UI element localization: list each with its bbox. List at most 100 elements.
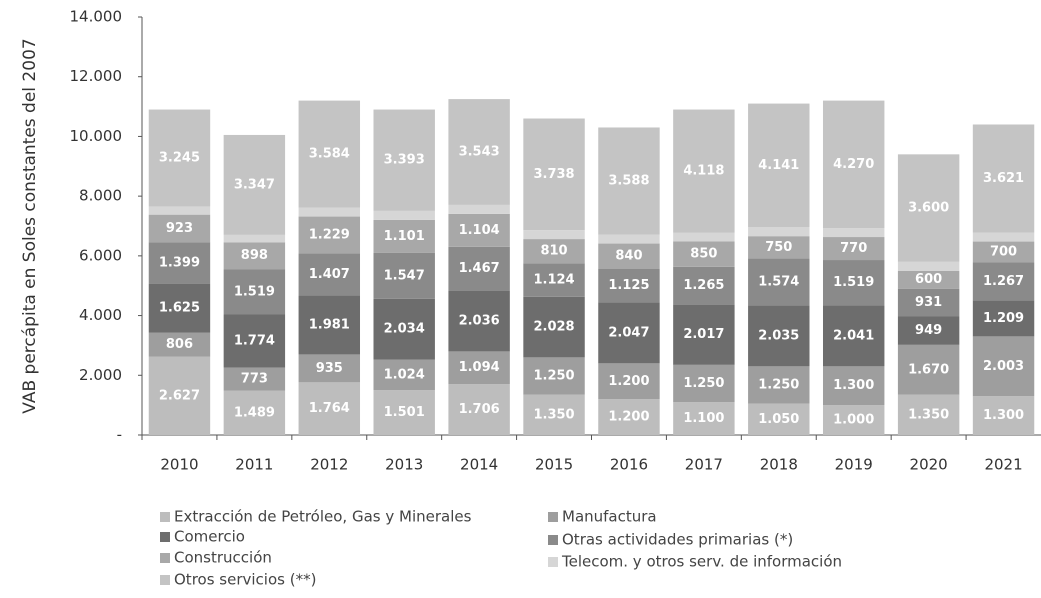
value-label: 3.738 xyxy=(533,167,574,182)
bar-segment xyxy=(298,295,361,355)
bar-segment xyxy=(972,262,1035,301)
x-tick-label: 2012 xyxy=(310,456,348,474)
value-label: 1.050 xyxy=(758,412,799,427)
legend-label: Construcción xyxy=(174,549,272,567)
legend-swatch xyxy=(160,532,170,542)
bar-segment xyxy=(148,332,211,357)
x-tick-label: 2011 xyxy=(235,456,273,474)
value-label: 600 xyxy=(915,272,942,287)
bar-segment xyxy=(148,109,211,207)
x-tick-label: 2013 xyxy=(385,456,423,474)
value-label: 1.706 xyxy=(459,402,500,417)
value-label: 770 xyxy=(840,241,867,256)
value-label: 949 xyxy=(915,323,942,338)
bar-segment xyxy=(148,356,211,435)
bar-segment xyxy=(373,390,435,435)
bar-segment xyxy=(598,268,660,303)
bar-segment xyxy=(598,399,660,435)
value-label: 1.574 xyxy=(758,275,799,290)
bar-segment xyxy=(673,304,735,365)
value-label: 3.543 xyxy=(459,144,500,159)
bar-segment xyxy=(523,239,585,264)
bar-segment xyxy=(972,241,1035,263)
value-label: 1.774 xyxy=(234,333,275,348)
value-label: 923 xyxy=(166,221,193,236)
value-label: 3.621 xyxy=(983,171,1024,186)
value-label: 3.347 xyxy=(234,177,275,192)
value-label: 1.267 xyxy=(983,274,1024,289)
bar-segment xyxy=(673,364,735,403)
x-tick-label: 2019 xyxy=(835,456,873,474)
bar-segment xyxy=(148,242,211,284)
value-label: 1.000 xyxy=(833,413,874,428)
bar-segment xyxy=(523,118,585,231)
x-tick-label: 2014 xyxy=(460,456,498,474)
bar-segment xyxy=(448,213,510,247)
bar-segment xyxy=(972,232,1035,242)
bar-segment xyxy=(598,243,660,269)
bar-segment xyxy=(523,357,585,395)
bar-segment xyxy=(298,207,361,217)
value-label: 1.350 xyxy=(533,407,574,422)
value-label: 1.094 xyxy=(459,360,500,375)
value-label: 3.393 xyxy=(384,153,425,168)
legend-swatch xyxy=(160,553,170,563)
value-label: 4.118 xyxy=(683,164,724,179)
value-label: 2.017 xyxy=(683,327,724,342)
value-label: 2.034 xyxy=(384,322,425,337)
value-label: 1.501 xyxy=(384,405,425,420)
bar-segment xyxy=(972,336,1035,397)
value-label: 1.407 xyxy=(309,267,350,282)
y-tick-label: 12.000 xyxy=(70,67,123,85)
bar-segment xyxy=(598,363,660,400)
bar-segment xyxy=(673,109,735,233)
value-label: 1.124 xyxy=(533,273,574,288)
y-tick-label: - xyxy=(117,426,122,444)
value-label: 1.250 xyxy=(758,377,799,392)
legend-label: Otras actividades primarias (*) xyxy=(562,531,793,549)
bar-segment xyxy=(148,214,211,243)
bar-segment xyxy=(448,351,510,385)
bar-segment xyxy=(223,269,286,315)
value-label: 1.209 xyxy=(983,311,1024,326)
value-label: 1.625 xyxy=(159,301,200,316)
value-label: 700 xyxy=(990,245,1017,260)
value-label: 1.519 xyxy=(833,275,874,290)
value-label: 931 xyxy=(915,295,942,310)
value-label: 3.245 xyxy=(159,151,200,166)
bar-segment xyxy=(897,316,960,345)
bar-segment xyxy=(448,290,510,352)
value-label: 1.467 xyxy=(459,261,500,276)
bar-segment xyxy=(598,127,660,235)
x-tick-label: 2016 xyxy=(610,456,648,474)
value-label: 4.270 xyxy=(833,157,874,172)
value-label: 3.588 xyxy=(608,174,649,189)
value-label: 750 xyxy=(765,240,792,255)
x-tick-label: 2015 xyxy=(535,456,573,474)
value-label: 1.024 xyxy=(384,367,425,382)
value-label: 2.028 xyxy=(533,320,574,335)
bar-segment xyxy=(373,109,435,211)
bar-segment xyxy=(748,103,810,228)
bar-segment xyxy=(972,300,1035,337)
value-label: 1.104 xyxy=(459,223,500,238)
bar-segment xyxy=(223,314,286,368)
value-label: 773 xyxy=(241,372,268,387)
bar-segment xyxy=(148,206,211,215)
bar-segment xyxy=(223,242,286,270)
legend-label: Comercio xyxy=(174,528,245,546)
value-label: 806 xyxy=(166,337,193,352)
value-label: 1.489 xyxy=(234,405,275,420)
legend-swatch xyxy=(160,512,170,522)
bar-segment xyxy=(298,216,361,254)
bar-segment xyxy=(523,394,585,435)
bar-segment xyxy=(373,359,435,391)
bar-segment xyxy=(822,405,885,435)
value-label: 2.003 xyxy=(983,359,1024,374)
bar-segment xyxy=(822,100,885,229)
value-label: 1.399 xyxy=(159,256,200,271)
legend-label: Extracción de Petróleo, Gas y Minerales xyxy=(174,508,472,526)
bar-segment xyxy=(523,263,585,297)
value-label: 1.547 xyxy=(384,268,425,283)
bar-segment xyxy=(373,210,435,220)
